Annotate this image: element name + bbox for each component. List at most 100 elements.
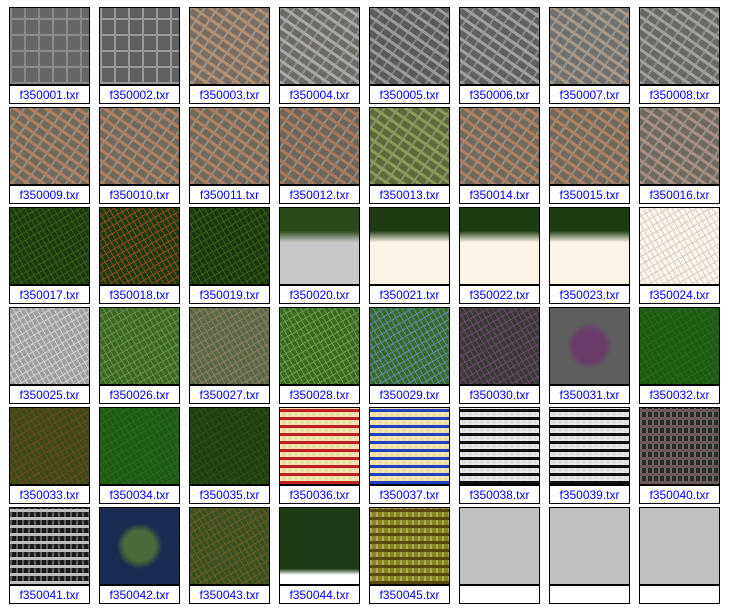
texture-preview-image bbox=[190, 408, 269, 486]
texture-thumbnail[interactable]: f350028.txr bbox=[279, 307, 360, 404]
texture-preview-image bbox=[280, 208, 359, 286]
texture-preview-image bbox=[100, 108, 179, 186]
texture-filename-label: f350030.txr bbox=[469, 387, 530, 402]
texture-thumbnail[interactable]: f350031.txr bbox=[549, 307, 630, 404]
texture-thumbnail[interactable]: f350036.txr bbox=[279, 407, 360, 504]
texture-thumbnail[interactable]: f350038.txr bbox=[459, 407, 540, 504]
texture-thumbnail[interactable]: f350009.txr bbox=[9, 107, 90, 204]
texture-thumbnail[interactable]: f350027.txr bbox=[189, 307, 270, 404]
texture-thumbnail[interactable]: f350042.txr bbox=[99, 507, 180, 604]
texture-thumbnail[interactable]: f350032.txr bbox=[639, 307, 720, 404]
texture-thumbnail[interactable]: f350044.txr bbox=[279, 507, 360, 604]
texture-preview-image bbox=[640, 8, 719, 86]
texture-thumbnail[interactable]: f350037.txr bbox=[369, 407, 450, 504]
texture-thumbnail[interactable]: f350029.txr bbox=[369, 307, 450, 404]
texture-thumbnail[interactable]: f350020.txr bbox=[279, 207, 360, 304]
texture-thumbnail[interactable]: f350024.txr bbox=[639, 207, 720, 304]
texture-preview-image bbox=[190, 208, 269, 286]
texture-thumbnail[interactable]: f350040.txr bbox=[639, 407, 720, 504]
texture-thumbnail[interactable]: f350007.txr bbox=[549, 7, 630, 104]
texture-thumbnail[interactable]: f350012.txr bbox=[279, 107, 360, 204]
texture-thumbnail[interactable]: f350034.txr bbox=[99, 407, 180, 504]
texture-thumbnail[interactable]: f350010.txr bbox=[99, 107, 180, 204]
texture-filename-label: f350021.txr bbox=[379, 287, 440, 302]
texture-filename-label bbox=[550, 586, 629, 603]
texture-thumbnail[interactable]: f350001.txr bbox=[9, 7, 90, 104]
texture-filename-label: f350036.txr bbox=[289, 487, 350, 502]
texture-thumbnail[interactable]: f350021.txr bbox=[369, 207, 450, 304]
texture-preview-image bbox=[10, 508, 89, 586]
texture-filename-label: f350043.txr bbox=[199, 587, 260, 602]
texture-thumbnail[interactable]: f350003.txr bbox=[189, 7, 270, 104]
texture-filename-label: f350024.txr bbox=[649, 287, 710, 302]
texture-filename-label: f350007.txr bbox=[559, 87, 620, 102]
texture-preview-image bbox=[460, 108, 539, 186]
texture-preview-image bbox=[460, 208, 539, 286]
texture-preview-image bbox=[370, 508, 449, 586]
texture-preview-image bbox=[10, 108, 89, 186]
texture-thumbnail[interactable]: f350015.txr bbox=[549, 107, 630, 204]
texture-filename-label: f350013.txr bbox=[379, 187, 440, 202]
texture-thumbnail[interactable]: f350014.txr bbox=[459, 107, 540, 204]
texture-filename-label: f350011.txr bbox=[199, 187, 260, 202]
texture-preview-image bbox=[100, 508, 179, 586]
texture-filename-label: f350038.txr bbox=[469, 487, 530, 502]
texture-preview-image bbox=[10, 208, 89, 286]
texture-thumbnail[interactable]: f350022.txr bbox=[459, 207, 540, 304]
texture-filename-label: f350027.txr bbox=[199, 387, 260, 402]
texture-thumbnail[interactable]: f350017.txr bbox=[9, 207, 90, 304]
texture-filename-label: f350023.txr bbox=[559, 287, 620, 302]
texture-filename-label: f350034.txr bbox=[109, 487, 170, 502]
texture-thumbnail[interactable]: f350006.txr bbox=[459, 7, 540, 104]
texture-thumbnail[interactable]: f350004.txr bbox=[279, 7, 360, 104]
texture-filename-label: f350045.txr bbox=[379, 587, 440, 602]
texture-thumbnail[interactable]: f350018.txr bbox=[99, 207, 180, 304]
texture-thumbnail[interactable]: f350041.txr bbox=[9, 507, 90, 604]
texture-thumbnail[interactable]: f350019.txr bbox=[189, 207, 270, 304]
texture-thumbnail[interactable]: f350011.txr bbox=[189, 107, 270, 204]
texture-thumbnail[interactable]: f350023.txr bbox=[549, 207, 630, 304]
texture-preview-image bbox=[370, 208, 449, 286]
texture-filename-label: f350014.txr bbox=[469, 187, 530, 202]
texture-filename-label: f350031.txr bbox=[559, 387, 620, 402]
texture-preview-image bbox=[10, 8, 89, 86]
texture-filename-label: f350044.txr bbox=[289, 587, 350, 602]
texture-filename-label: f350001.txr bbox=[19, 87, 80, 102]
texture-preview-image bbox=[550, 108, 629, 186]
texture-preview-image bbox=[370, 108, 449, 186]
texture-filename-label: f350028.txr bbox=[289, 387, 350, 402]
texture-filename-label: f350035.txr bbox=[199, 487, 260, 502]
texture-preview-image bbox=[370, 308, 449, 386]
texture-preview-image bbox=[280, 8, 359, 86]
texture-filename-label: f350039.txr bbox=[559, 487, 620, 502]
texture-thumbnail[interactable]: f350043.txr bbox=[189, 507, 270, 604]
texture-thumbnail[interactable]: f350030.txr bbox=[459, 307, 540, 404]
texture-thumbnail[interactable]: f350005.txr bbox=[369, 7, 450, 104]
texture-thumbnail[interactable]: f350033.txr bbox=[9, 407, 90, 504]
texture-thumbnail[interactable]: f350016.txr bbox=[639, 107, 720, 204]
texture-thumbnail[interactable]: f350008.txr bbox=[639, 7, 720, 104]
texture-preview-image bbox=[280, 408, 359, 486]
texture-thumbnail[interactable]: f350045.txr bbox=[369, 507, 450, 604]
texture-thumbnail[interactable]: f350039.txr bbox=[549, 407, 630, 504]
texture-filename-label: f350004.txr bbox=[289, 87, 350, 102]
texture-preview-image bbox=[280, 508, 359, 586]
texture-preview-image bbox=[640, 508, 719, 586]
texture-preview-image bbox=[550, 308, 629, 386]
texture-filename-label: f350042.txr bbox=[109, 587, 170, 602]
texture-preview-image bbox=[640, 208, 719, 286]
texture-filename-label: f350006.txr bbox=[469, 87, 530, 102]
texture-thumbnail[interactable]: f350025.txr bbox=[9, 307, 90, 404]
texture-thumbnail[interactable]: f350013.txr bbox=[369, 107, 450, 204]
texture-thumbnail[interactable]: f350026.txr bbox=[99, 307, 180, 404]
texture-filename-label: f350037.txr bbox=[379, 487, 440, 502]
texture-filename-label: f350003.txr bbox=[199, 87, 260, 102]
texture-filename-label: f350020.txr bbox=[289, 287, 350, 302]
texture-filename-label: f350009.txr bbox=[19, 187, 80, 202]
empty-thumbnail-slot bbox=[639, 507, 720, 604]
texture-filename-label: f350029.txr bbox=[379, 387, 440, 402]
texture-preview-image bbox=[100, 208, 179, 286]
texture-thumbnail[interactable]: f350002.txr bbox=[99, 7, 180, 104]
texture-thumbnail[interactable]: f350035.txr bbox=[189, 407, 270, 504]
texture-filename-label: f350040.txr bbox=[649, 487, 710, 502]
